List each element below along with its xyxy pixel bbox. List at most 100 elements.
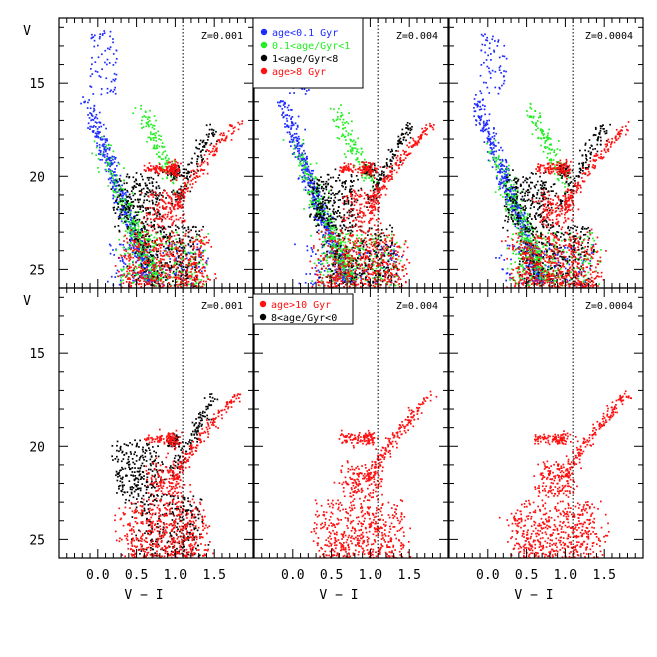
point xyxy=(117,225,120,227)
point xyxy=(312,186,315,189)
point xyxy=(188,275,191,277)
point xyxy=(322,234,325,236)
point xyxy=(372,174,374,177)
point xyxy=(282,100,284,103)
point xyxy=(200,253,202,256)
point xyxy=(138,205,141,208)
point xyxy=(159,213,161,216)
point xyxy=(321,246,324,249)
point xyxy=(137,234,140,237)
point xyxy=(129,232,131,235)
point xyxy=(94,34,96,37)
point xyxy=(185,183,188,186)
point xyxy=(314,267,317,269)
point xyxy=(345,264,348,266)
point xyxy=(297,158,300,160)
point xyxy=(179,204,181,207)
point xyxy=(131,251,134,254)
point xyxy=(145,209,147,211)
point xyxy=(361,272,364,275)
point xyxy=(143,246,146,249)
point xyxy=(148,125,150,128)
point xyxy=(372,185,374,188)
point xyxy=(354,278,356,281)
point xyxy=(318,217,320,220)
point xyxy=(152,185,154,187)
point xyxy=(175,179,178,181)
point xyxy=(323,224,326,227)
point xyxy=(378,274,380,276)
point xyxy=(338,235,341,237)
point xyxy=(173,163,175,166)
point xyxy=(394,275,397,278)
point xyxy=(323,196,326,198)
point xyxy=(91,56,93,59)
point xyxy=(314,198,317,200)
point xyxy=(306,163,308,165)
point xyxy=(164,250,167,253)
point xyxy=(195,172,198,175)
point xyxy=(180,278,182,280)
point xyxy=(84,100,86,103)
point xyxy=(153,274,156,276)
point xyxy=(173,159,176,162)
point xyxy=(355,246,358,248)
point xyxy=(338,255,341,258)
point xyxy=(155,139,157,142)
point xyxy=(357,246,360,249)
point xyxy=(342,265,344,267)
point xyxy=(315,192,318,194)
point xyxy=(128,247,131,249)
point xyxy=(113,202,116,204)
point xyxy=(399,142,402,145)
point xyxy=(153,220,156,222)
point xyxy=(141,253,144,256)
point xyxy=(329,220,332,222)
point xyxy=(172,181,174,184)
point xyxy=(303,164,305,167)
point xyxy=(135,178,137,181)
point xyxy=(159,269,162,272)
point xyxy=(117,161,120,164)
point xyxy=(389,258,392,260)
point xyxy=(355,260,358,262)
point xyxy=(304,159,306,162)
point xyxy=(152,278,154,280)
point xyxy=(344,188,347,191)
point xyxy=(313,180,316,183)
point xyxy=(318,194,321,196)
point xyxy=(351,266,353,268)
point xyxy=(144,257,146,259)
point xyxy=(381,267,383,269)
point xyxy=(355,276,357,278)
point xyxy=(320,176,322,178)
point xyxy=(105,170,108,173)
point xyxy=(127,225,129,228)
point xyxy=(120,218,123,220)
point xyxy=(169,195,171,198)
point xyxy=(149,191,151,193)
point xyxy=(133,221,136,223)
point xyxy=(291,134,294,137)
point xyxy=(123,182,126,185)
point xyxy=(326,257,329,259)
point xyxy=(120,203,123,206)
point xyxy=(232,132,234,134)
point xyxy=(373,240,375,243)
point xyxy=(185,270,187,272)
point xyxy=(373,181,375,183)
point xyxy=(313,185,316,188)
point xyxy=(324,224,327,226)
point xyxy=(199,272,202,274)
point xyxy=(164,217,167,220)
point xyxy=(168,244,171,247)
point xyxy=(319,260,322,263)
point xyxy=(161,228,164,231)
point xyxy=(126,275,129,278)
point xyxy=(96,132,98,135)
point xyxy=(150,165,152,167)
point xyxy=(118,230,121,233)
point xyxy=(96,142,98,145)
point xyxy=(343,218,345,220)
point xyxy=(133,241,136,244)
